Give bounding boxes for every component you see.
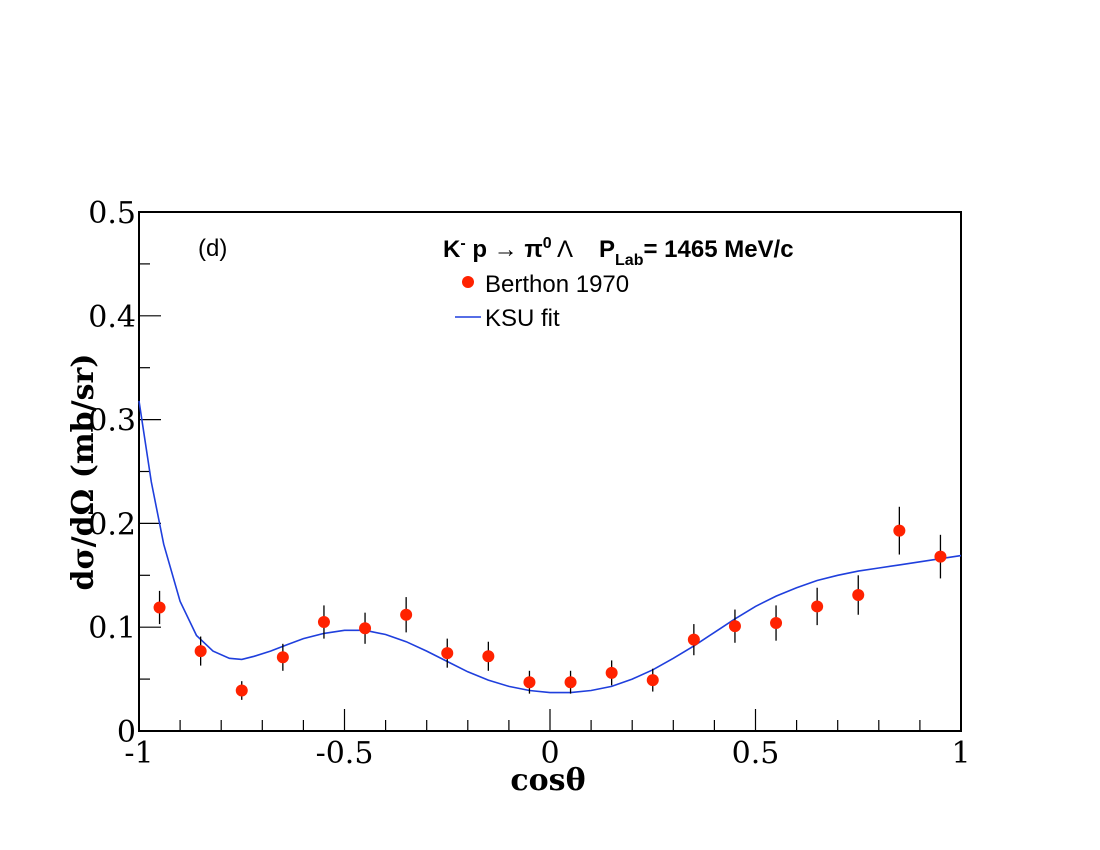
x-tick-label: 0.5 — [732, 736, 780, 771]
data-point — [359, 612, 372, 644]
y-tick-label: 0.1 — [88, 611, 136, 646]
y-tick-label: 0 — [117, 715, 136, 750]
point-marker — [646, 674, 659, 687]
point-marker — [728, 620, 741, 633]
point-marker — [317, 616, 330, 629]
data-point — [400, 597, 413, 633]
y-tick-label: 0.5 — [88, 196, 136, 231]
reaction-end: Λ — [552, 236, 573, 263]
point-marker — [687, 633, 700, 646]
plab-prefix: P — [599, 236, 615, 263]
x-tick-label: -1 — [124, 736, 153, 771]
reaction-sup: - — [460, 235, 465, 252]
axis-ticks — [138, 211, 962, 732]
point-marker — [359, 622, 372, 635]
data-point — [934, 534, 947, 579]
legend-title: K- p → π0 Λ PLab= 1465 MeV/c — [443, 235, 794, 269]
x-tick-label: 1 — [951, 736, 970, 771]
data-point — [523, 670, 536, 694]
y-tick-labels: 0 0.1 0.2 0.3 0.4 0.5 — [88, 196, 136, 750]
data-points — [153, 506, 947, 700]
reaction-prefix: K — [443, 236, 461, 263]
x-tick-labels: -1 -0.5 0 0.5 1 — [124, 736, 970, 771]
data-point — [687, 624, 700, 656]
point-marker — [235, 684, 248, 697]
y-tick-label: 0.3 — [88, 404, 136, 439]
y-axis-title: dσ/dΩ (mb/sr) — [66, 354, 101, 591]
point-marker — [770, 617, 783, 630]
plab-sub: Lab — [615, 252, 644, 269]
plab-value: = 1465 MeV/c — [643, 236, 793, 263]
data-point — [194, 636, 207, 666]
y-tick-label: 0.2 — [88, 507, 136, 542]
point-marker — [400, 608, 413, 621]
data-point — [482, 641, 495, 671]
data-point — [564, 670, 577, 694]
data-point — [811, 587, 824, 626]
reaction-mid: p → π — [466, 236, 543, 263]
point-marker — [564, 676, 577, 689]
x-tick-label: 0 — [540, 736, 559, 771]
point-marker — [852, 589, 865, 602]
fit-line — [138, 400, 962, 694]
data-point — [770, 605, 783, 641]
data-point — [276, 643, 289, 671]
x-tick-label: -0.5 — [316, 736, 374, 771]
reaction-sup2: 0 — [543, 235, 552, 252]
panel-label: (d) — [198, 235, 227, 262]
point-marker — [482, 650, 495, 663]
data-point — [317, 605, 330, 639]
data-point — [235, 681, 248, 700]
point-marker — [893, 524, 906, 537]
point-marker — [441, 647, 454, 660]
data-point — [605, 660, 618, 686]
data-point — [441, 638, 454, 668]
legend-label-points: Berthon 1970 — [485, 271, 629, 298]
x-axis-title: cosθ — [510, 763, 585, 798]
y-tick-label: 0.4 — [88, 300, 136, 335]
data-point — [728, 609, 741, 643]
data-point — [852, 575, 865, 615]
point-marker — [276, 651, 289, 664]
data-point — [893, 506, 906, 555]
data-point — [153, 590, 166, 625]
point-marker — [153, 601, 166, 614]
point-marker — [811, 600, 824, 613]
point-marker — [934, 550, 947, 563]
legend-marker-points — [462, 276, 474, 288]
data-point — [646, 668, 659, 692]
point-marker — [523, 676, 536, 689]
legend-label-line: KSU fit — [485, 305, 560, 332]
point-marker — [605, 666, 618, 679]
point-marker — [194, 645, 207, 658]
